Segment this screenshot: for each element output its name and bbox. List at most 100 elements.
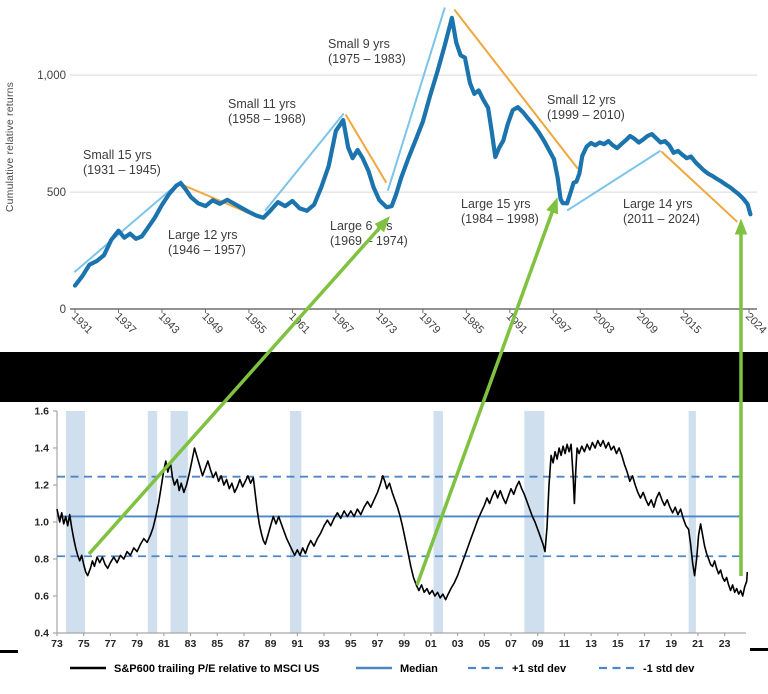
annotation-line1: Small 9 yrs bbox=[328, 37, 390, 51]
y-tick-label: 0.4 bbox=[34, 628, 49, 640]
x-tick-label: 13 bbox=[585, 638, 597, 650]
x-tick-label: 1931 bbox=[69, 311, 95, 337]
x-tick-label: 85 bbox=[211, 638, 223, 650]
y-tick-label: 1.2 bbox=[34, 480, 49, 492]
cycle-annotation: Small 11 yrs (1958 – 1968) bbox=[228, 97, 306, 127]
x-tick-label: 05 bbox=[478, 638, 490, 650]
x-tick-label: 81 bbox=[158, 638, 170, 650]
x-tick-label: 17 bbox=[639, 638, 651, 650]
annotation-line1: Large 14 yrs bbox=[623, 197, 693, 211]
series-line-sp600-relative-pe bbox=[56, 439, 749, 601]
annotation-line1: Large 15 yrs bbox=[461, 197, 531, 211]
annotation-line1: Large 12 yrs bbox=[168, 228, 238, 242]
y-tick-label: 0 bbox=[60, 304, 66, 316]
x-tick-label: 75 bbox=[78, 638, 90, 650]
x-tick-label: 1991 bbox=[504, 311, 530, 337]
x-tick-label: 1961 bbox=[286, 311, 312, 337]
y-tick-label: 0.8 bbox=[34, 554, 49, 566]
annotation-line1: Small 11 yrs bbox=[228, 97, 296, 111]
small-cycle-uptrend-line bbox=[566, 150, 661, 212]
x-tick-label: 11 bbox=[559, 638, 570, 650]
x-tick-label: 99 bbox=[398, 638, 410, 650]
x-tick-label: 1997 bbox=[547, 311, 573, 337]
x-tick-label: 1967 bbox=[330, 311, 356, 337]
x-tick-label: 93 bbox=[318, 638, 330, 650]
annotation-line2: (1931 – 1945) bbox=[83, 163, 161, 177]
annotation-line1: Small 12 yrs bbox=[547, 93, 616, 107]
annotation-line2: (1984 – 1998) bbox=[461, 212, 539, 226]
cycle-annotation: Small 12 yrs (1999 – 2010) bbox=[547, 93, 625, 123]
y-tick-label: 0.6 bbox=[34, 591, 49, 603]
annotation-line2: (1975 – 1983) bbox=[328, 52, 406, 66]
x-tick-label: 1949 bbox=[199, 311, 225, 337]
recession-band bbox=[147, 411, 158, 633]
annotation-line1: Small 15 yrs bbox=[83, 148, 152, 162]
series-line-cumulative-relative-returns bbox=[72, 15, 753, 288]
x-tick-label: 1979 bbox=[417, 311, 443, 337]
small-cycle-uptrend-line bbox=[264, 113, 345, 212]
y-tick-label: 1.0 bbox=[34, 517, 49, 529]
x-tick-label: 23 bbox=[719, 638, 731, 650]
x-tick-label: 2015 bbox=[678, 311, 704, 337]
annotation-line2: (1999 – 2010) bbox=[547, 108, 625, 122]
x-tick-label: 2003 bbox=[591, 311, 617, 337]
y-tick-label: 1.6 bbox=[34, 406, 49, 418]
x-tick-label: 09 bbox=[532, 638, 544, 650]
annotation-line2: (1969 – 1974) bbox=[330, 234, 408, 248]
small-cycle-uptrend-line bbox=[74, 180, 182, 273]
annotation-line1: Large 6 yrs bbox=[330, 219, 393, 233]
y-tick-label: 1.4 bbox=[34, 443, 49, 455]
legend-label: S&P600 trailing P/E relative to MSCI US bbox=[114, 663, 319, 675]
legend-label: +1 std dev bbox=[512, 663, 567, 675]
x-tick-label: 19 bbox=[665, 638, 677, 650]
x-tick-label: 79 bbox=[131, 638, 143, 650]
x-tick-label: 01 bbox=[425, 638, 437, 650]
legend-label: -1 std dev bbox=[643, 663, 695, 675]
legend-label: Median bbox=[400, 663, 438, 675]
cycle-annotation: Large 14 yrs (2011 – 2024) bbox=[623, 197, 700, 227]
x-tick-label: 1973 bbox=[373, 311, 399, 337]
crop-artifact-line bbox=[750, 648, 768, 651]
cycle-annotation: Large 6 yrs (1969 – 1974) bbox=[330, 219, 408, 249]
recession-band bbox=[65, 411, 86, 633]
cycle-annotation: Small 15 yrs (1931 – 1945) bbox=[83, 148, 161, 178]
annotation-line2: (1958 – 1968) bbox=[228, 112, 306, 126]
large-cycle-downtrend-line bbox=[661, 151, 738, 223]
large-cycle-downtrend-line bbox=[453, 9, 579, 169]
annotation-line2: (1946 – 1957) bbox=[168, 243, 246, 257]
y-tick-label: 500 bbox=[47, 187, 66, 199]
bottom-chart-sp600-relative-pe: 0.4 0.6 0.8 1.0 1.2 1.4 1.6 73 75 77 79 81 83 85 87 89 9… bbox=[34, 406, 749, 675]
x-tick-label: 91 bbox=[292, 638, 304, 650]
x-tick-label: 1943 bbox=[156, 311, 182, 337]
x-tick-label: 97 bbox=[372, 638, 384, 650]
divider-bar bbox=[0, 352, 768, 402]
top-chart-y-axis-title: Cumulative relative returns bbox=[4, 81, 16, 213]
recession-band bbox=[688, 411, 696, 633]
annotation-line2: (2011 – 2024) bbox=[623, 212, 700, 226]
cycle-annotation: Large 12 yrs (1946 – 1957) bbox=[168, 228, 246, 258]
small-cycle-uptrend-line bbox=[387, 7, 446, 191]
recession-band bbox=[290, 411, 302, 633]
x-tick-label: 87 bbox=[238, 638, 250, 650]
large-cycle-downtrend-line bbox=[345, 114, 387, 184]
x-tick-label: 89 bbox=[265, 638, 277, 650]
x-tick-label: 03 bbox=[452, 638, 464, 650]
x-tick-label: 1955 bbox=[243, 311, 269, 337]
x-tick-label: 15 bbox=[612, 638, 624, 650]
x-tick-label: 2024 bbox=[743, 311, 768, 337]
x-tick-label: 95 bbox=[345, 638, 357, 650]
x-tick-label: 21 bbox=[692, 638, 704, 650]
recession-band bbox=[170, 411, 188, 633]
x-tick-label: 1985 bbox=[460, 311, 486, 337]
x-tick-label: 1937 bbox=[112, 311, 138, 337]
cycle-annotation: Large 15 yrs (1984 – 1998) bbox=[461, 197, 539, 227]
x-tick-label: 2009 bbox=[634, 311, 660, 337]
x-tick-label: 83 bbox=[185, 638, 197, 650]
x-tick-label: 73 bbox=[51, 638, 63, 650]
y-tick-label: 1,000 bbox=[37, 70, 66, 82]
crop-artifact-line bbox=[0, 650, 18, 653]
x-tick-label: 77 bbox=[105, 638, 117, 650]
x-tick-label: 07 bbox=[505, 638, 517, 650]
cycle-annotation: Small 9 yrs (1975 – 1983) bbox=[328, 37, 406, 67]
